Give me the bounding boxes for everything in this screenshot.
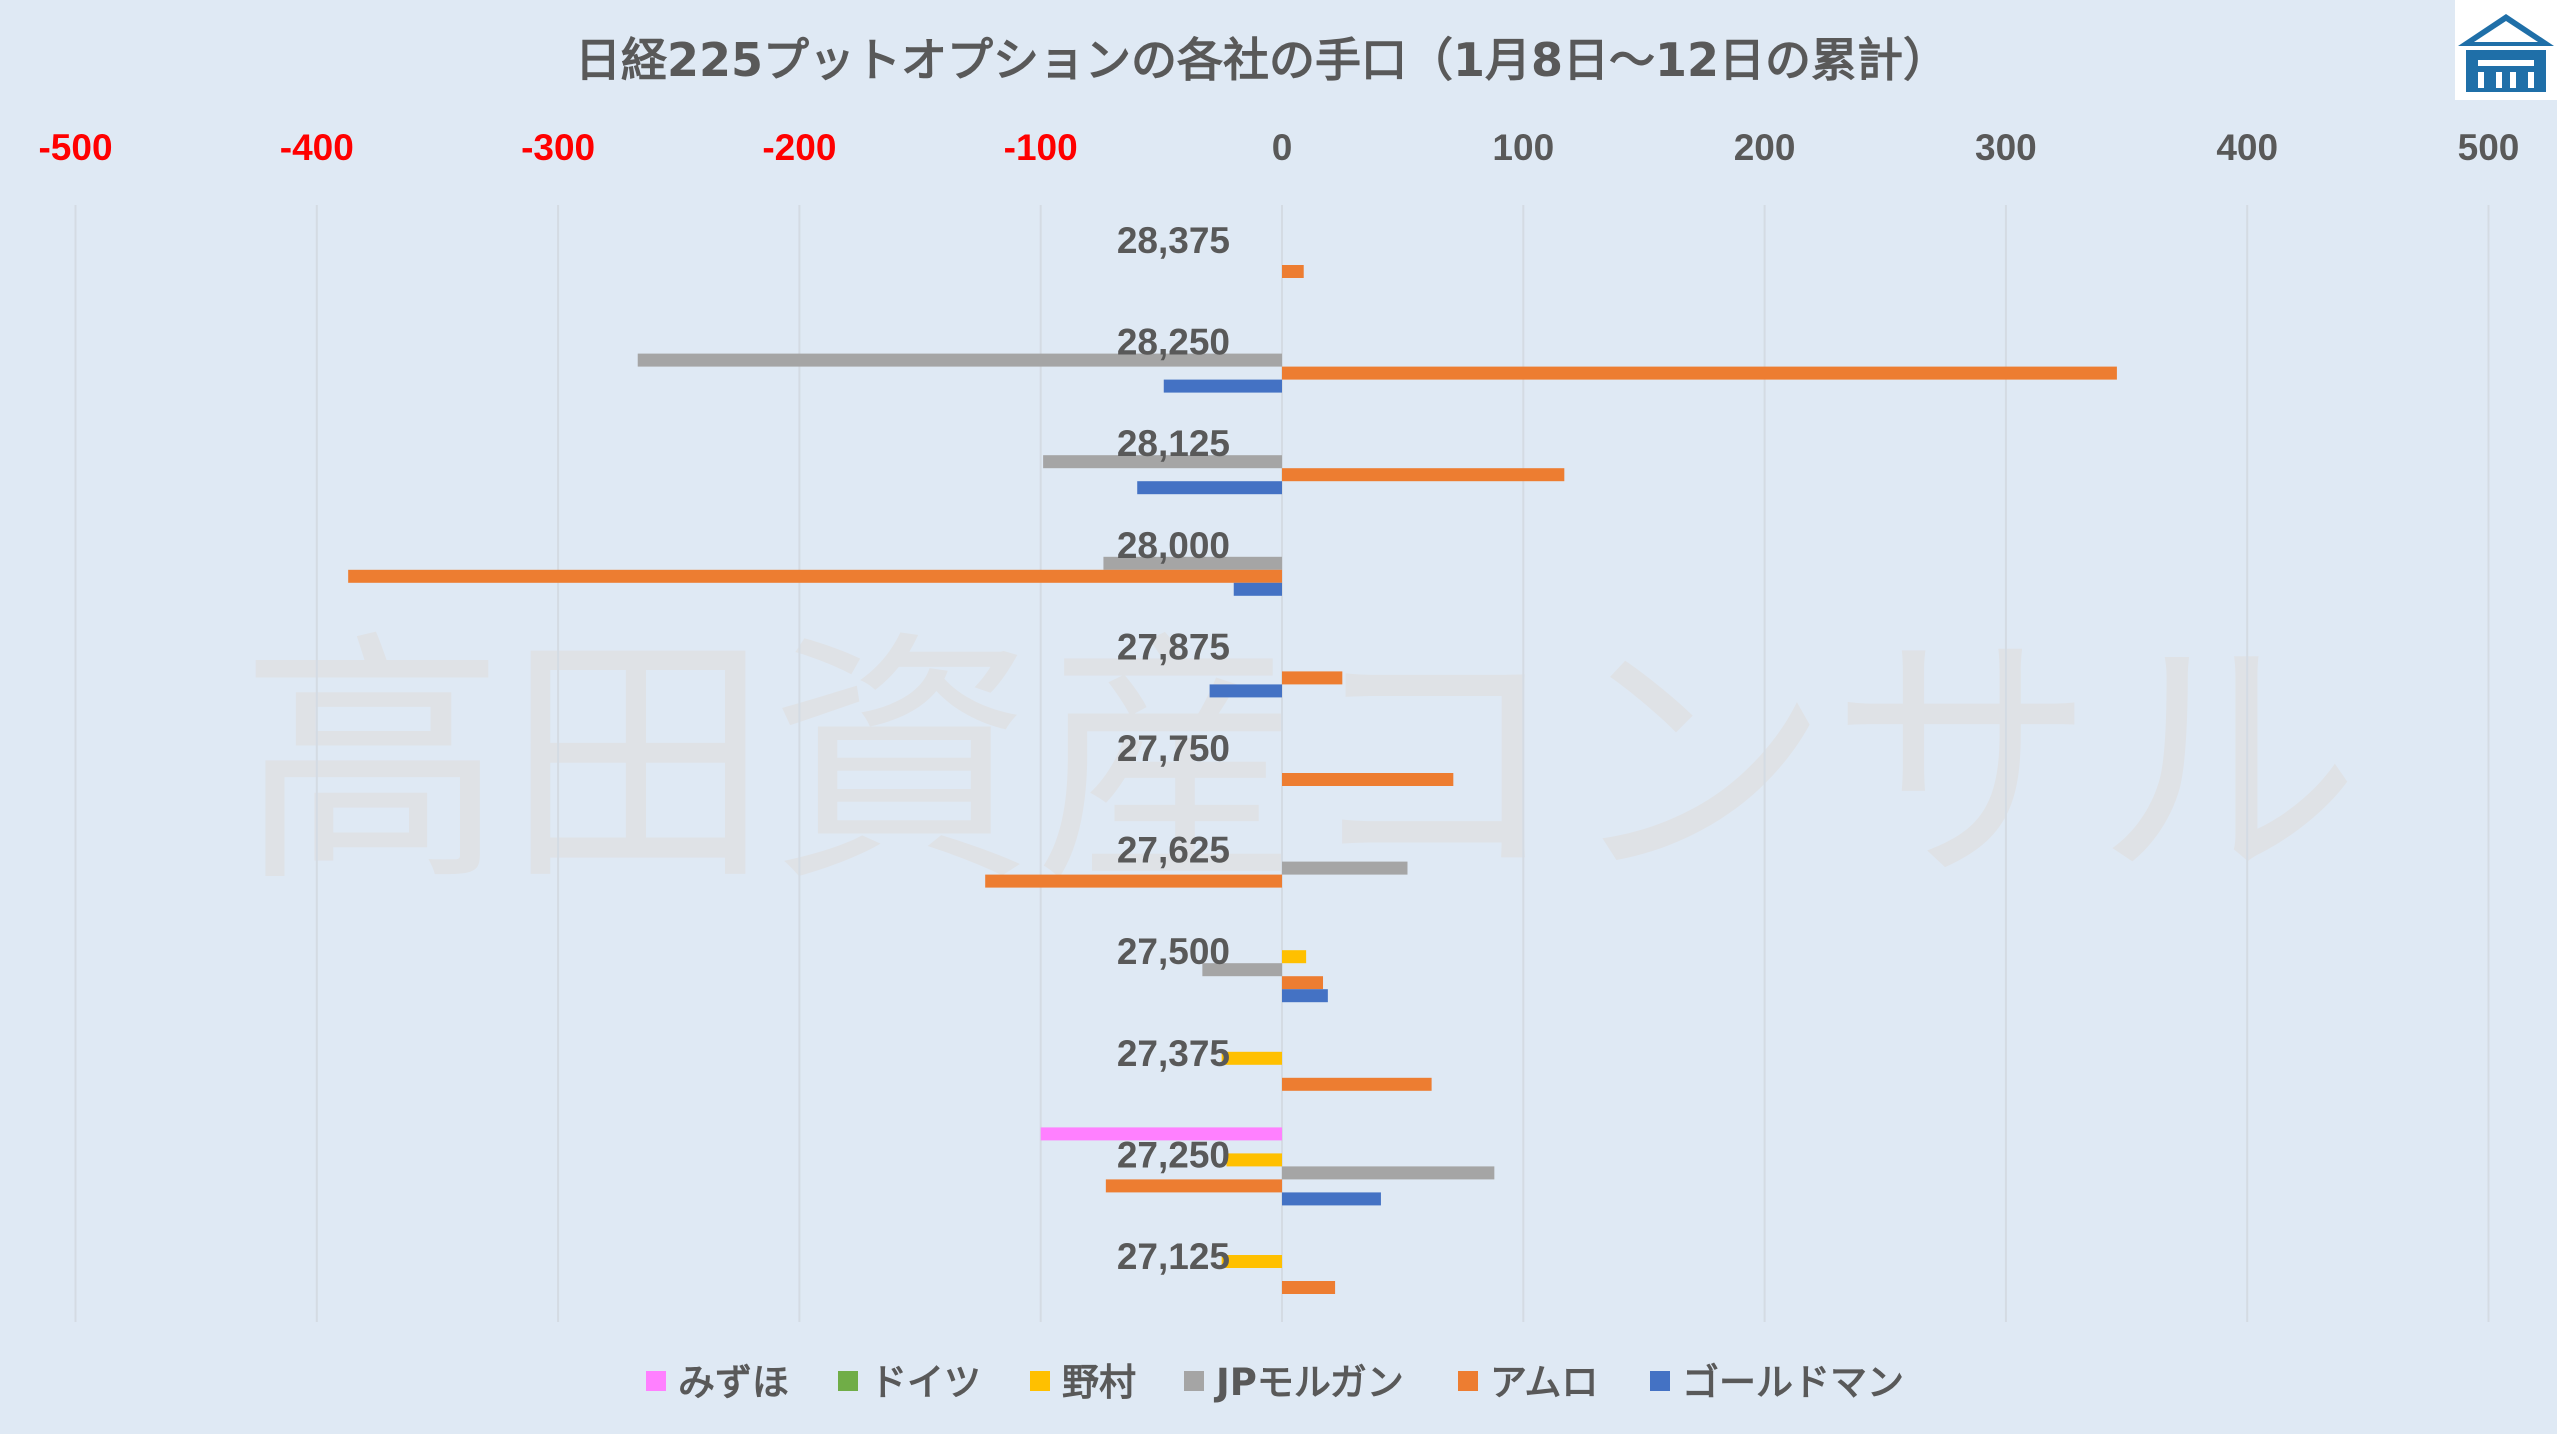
logo-icon <box>2455 0 2557 100</box>
legend-swatch <box>1030 1371 1050 1391</box>
category-label: 27,875 <box>1117 626 1230 667</box>
bar <box>1233 582 1282 596</box>
legend-label: ドイツ <box>870 1361 981 1404</box>
x-axis-ticks: -500 -400 -300 -200 -100 0 100 200 300 400 500 <box>38 127 2519 168</box>
category-label: 27,375 <box>1117 1033 1230 1074</box>
bar <box>1202 963 1282 977</box>
bar <box>348 569 1282 583</box>
bar <box>1282 1192 1381 1206</box>
bar <box>1282 861 1408 875</box>
bar <box>1040 1127 1282 1141</box>
legend-label: ゴールドマン <box>1682 1361 1904 1404</box>
bar <box>1209 684 1282 698</box>
bar <box>1282 1281 1336 1294</box>
bar <box>985 874 1282 888</box>
bar <box>1226 1153 1282 1167</box>
category-label: 28,000 <box>1117 525 1230 566</box>
bars <box>348 265 2117 1294</box>
x-tick-label: 0 <box>1272 127 1293 168</box>
x-tick-label: 300 <box>1975 127 2037 168</box>
bar <box>1137 481 1282 495</box>
bar <box>637 353 1282 367</box>
category-label: 27,125 <box>1117 1236 1230 1277</box>
legend-label: JPモルガン <box>1213 1361 1404 1404</box>
x-tick-label: 400 <box>2216 127 2278 168</box>
bar <box>1282 468 1565 482</box>
bar <box>1282 1166 1495 1180</box>
x-tick-label: -300 <box>521 127 595 168</box>
legend-swatch <box>646 1371 666 1391</box>
bar <box>1282 265 1304 278</box>
legend-label: みずほ <box>678 1361 789 1404</box>
gridlines <box>74 205 2490 1322</box>
legend: みずほ ドイツ 野村 JPモルガン アムロ ゴールドマン <box>646 1361 1904 1404</box>
bar <box>1105 1179 1282 1193</box>
x-tick-label: -100 <box>1004 127 1078 168</box>
category-label: 27,250 <box>1117 1134 1230 1175</box>
bar <box>1282 950 1307 964</box>
bar <box>1282 989 1328 1003</box>
bar <box>1282 671 1343 685</box>
bar <box>1282 1077 1432 1091</box>
bar <box>1282 976 1324 990</box>
bar <box>1221 1255 1282 1268</box>
legend-swatch <box>1650 1371 1670 1391</box>
bar <box>1103 556 1282 570</box>
category-labels: 28,375 28,250 28,125 28,000 27,875 27,750 27,6… <box>1117 220 1230 1277</box>
bar <box>1221 1051 1282 1065</box>
bar <box>1043 455 1282 469</box>
x-tick-label: 500 <box>2458 127 2520 168</box>
bar <box>1282 366 2117 380</box>
x-tick-label: 200 <box>1734 127 1796 168</box>
x-tick-label: -500 <box>38 127 112 168</box>
category-label: 27,750 <box>1117 728 1230 769</box>
category-label: 28,125 <box>1117 423 1230 464</box>
category-label: 27,500 <box>1117 931 1230 972</box>
bar <box>1282 773 1454 786</box>
legend-label: 野村 <box>1062 1361 1136 1404</box>
category-label: 27,625 <box>1117 830 1230 871</box>
legend-swatch <box>1458 1371 1478 1391</box>
x-tick-label: -400 <box>280 127 354 168</box>
chart-title: 日経225プットオプションの各社の手口（1月8日～12日の累計） <box>575 33 1949 87</box>
legend-swatch <box>838 1371 858 1391</box>
legend-swatch <box>1184 1371 1204 1391</box>
x-tick-label: -200 <box>762 127 836 168</box>
x-tick-label: 100 <box>1492 127 1554 168</box>
category-label: 28,375 <box>1117 220 1230 261</box>
category-label: 28,250 <box>1117 322 1230 363</box>
bar <box>1163 379 1282 393</box>
legend-label: アムロ <box>1490 1361 1598 1404</box>
